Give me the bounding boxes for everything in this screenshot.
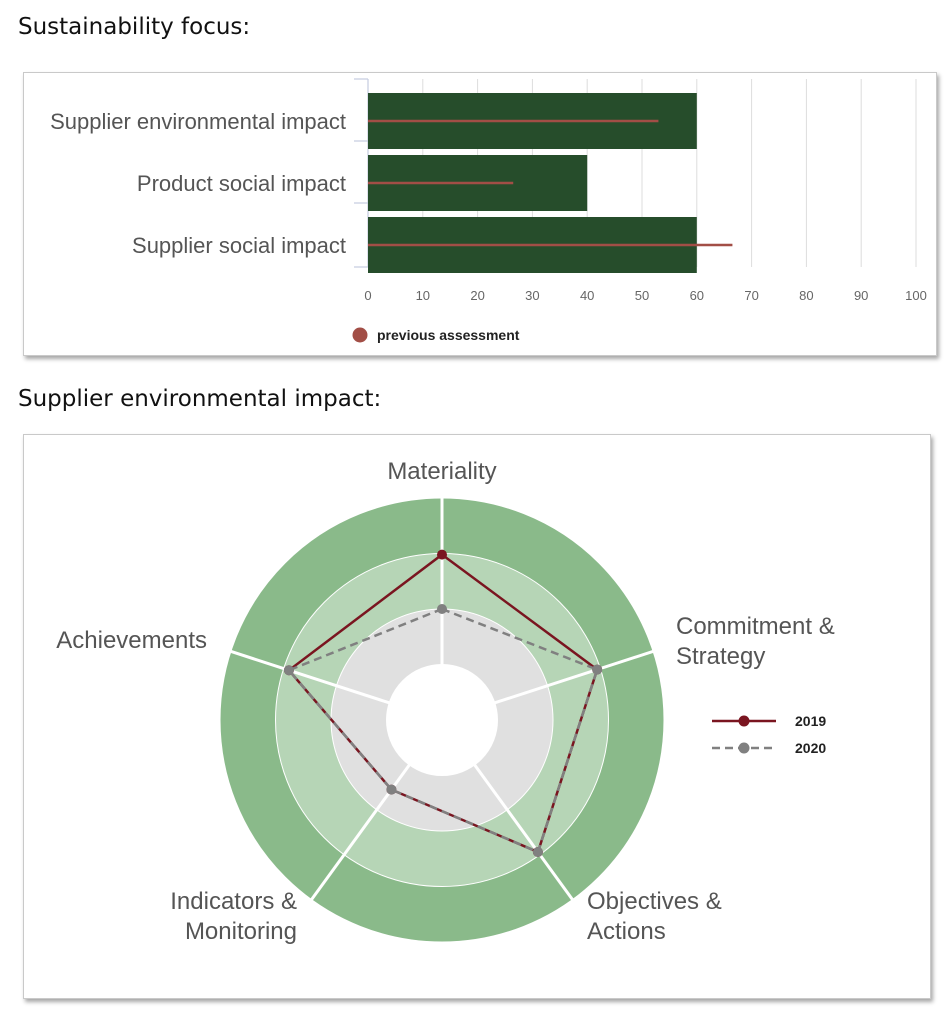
legend-marker-2019: [738, 715, 750, 727]
radar-series-line-2020: [286, 607, 599, 854]
radar-axis-label: Achievements: [56, 627, 207, 654]
radar-axis-label: Indicators &: [170, 888, 297, 915]
x-tick-label: 20: [470, 288, 484, 303]
radar-spoke: [494, 644, 672, 705]
x-tick-label: 100: [905, 288, 927, 303]
radar-point-2020: [437, 604, 447, 614]
radar-series-line-2019: [287, 553, 599, 854]
x-tick-label: 40: [580, 288, 594, 303]
radar-spoke: [212, 644, 390, 705]
sustainability-focus-title: Sustainability focus:: [18, 14, 251, 40]
x-tick-label: 10: [416, 288, 430, 303]
radar-chart-panel: Materiality Commitment & Strategy Objective…: [23, 434, 931, 999]
legend-label-2020: 2020: [795, 740, 826, 756]
legend-label-previous-assessment: previous assessment: [377, 327, 520, 343]
radar-axis-label: Objectives &: [587, 888, 722, 915]
radar-point-2020: [532, 847, 543, 858]
radar-axis-label: Materiality: [387, 458, 496, 485]
bar-chart: 0 10 20 30 40 50 60 70 80 90 100 Supplier environme…: [50, 78, 927, 343]
x-tick-label: 0: [364, 288, 371, 303]
supplier-environmental-impact-title: Supplier environmental impact:: [18, 386, 382, 412]
radar-center: [386, 664, 498, 776]
radar-axis-label: Actions: [587, 918, 666, 945]
x-tick-label: 50: [635, 288, 649, 303]
radar-point-2019: [437, 549, 447, 560]
x-tick-label: 70: [744, 288, 758, 303]
x-tick-label: 30: [525, 288, 539, 303]
radar-point-2020: [283, 665, 294, 676]
bar-category-label: Supplier environmental impact: [50, 109, 346, 134]
x-tick-label: 80: [799, 288, 813, 303]
x-tick-label: 60: [690, 288, 704, 303]
radar-point-2020: [386, 784, 397, 795]
radar-axis-label: Commitment &: [676, 613, 835, 640]
bar-category-label: Product social impact: [137, 171, 346, 196]
radar-axis-label: Monitoring: [185, 918, 297, 945]
legend-label-2019: 2019: [795, 713, 826, 729]
radar-spoke: [473, 764, 585, 916]
radar-point-2020: [592, 664, 603, 675]
legend-marker-2020: [738, 742, 750, 754]
bar-category-label: Supplier social impact: [132, 233, 346, 258]
radar-axis-label: Strategy: [676, 643, 765, 670]
x-tick-label: 90: [854, 288, 868, 303]
legend-swatch-previous-assessment: [352, 327, 368, 343]
radar-chart: Materiality Commitment & Strategy Objective…: [56, 458, 835, 945]
bar-chart-panel: 0 10 20 30 40 50 60 70 80 90 100 Supplier environme…: [23, 72, 937, 356]
